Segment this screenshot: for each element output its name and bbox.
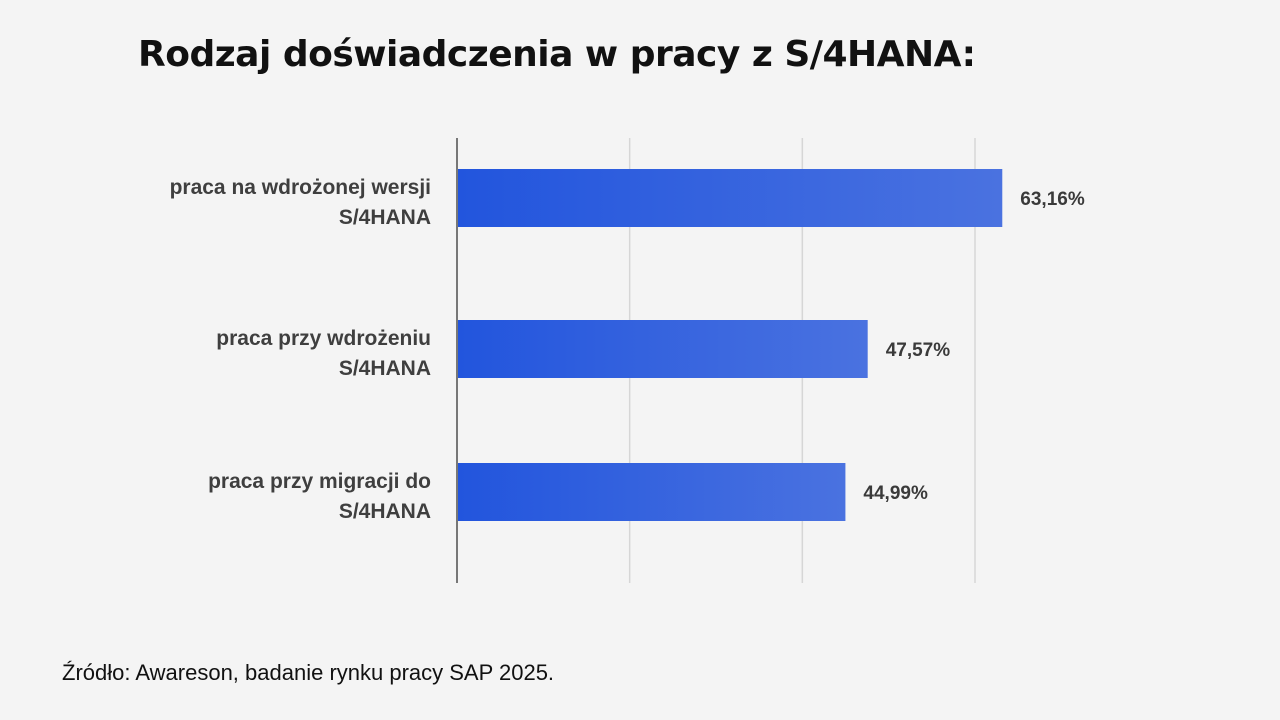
bar-2 xyxy=(458,320,868,378)
category-label-2-line-2: S/4HANA xyxy=(339,357,431,380)
value-label-2: 47,57% xyxy=(886,340,951,361)
category-label-1-line-1: praca na wdrożonej wersji xyxy=(170,176,431,199)
bar-1 xyxy=(458,169,1003,227)
chart-title: Rodzaj doświadczenia w pracy z S/4HANA: xyxy=(138,34,976,75)
category-label-2-line-1: praca przy wdrożeniu xyxy=(216,327,431,350)
value-label-1: 63,16% xyxy=(1020,189,1085,210)
source-note: Źródło: Awareson, badanie rynku pracy SA… xyxy=(62,660,555,685)
value-label-3: 44,99% xyxy=(863,483,928,504)
category-label-1-line-2: S/4HANA xyxy=(339,206,431,229)
bar-3 xyxy=(458,463,846,521)
category-label-3-line-2: S/4HANA xyxy=(339,500,431,523)
labels: 63,16% praca na wdrożonej wersji S/4HANA 47… xyxy=(170,176,1085,523)
bars xyxy=(458,169,1003,521)
category-label-3-line-1: praca przy migracji do xyxy=(208,470,431,493)
